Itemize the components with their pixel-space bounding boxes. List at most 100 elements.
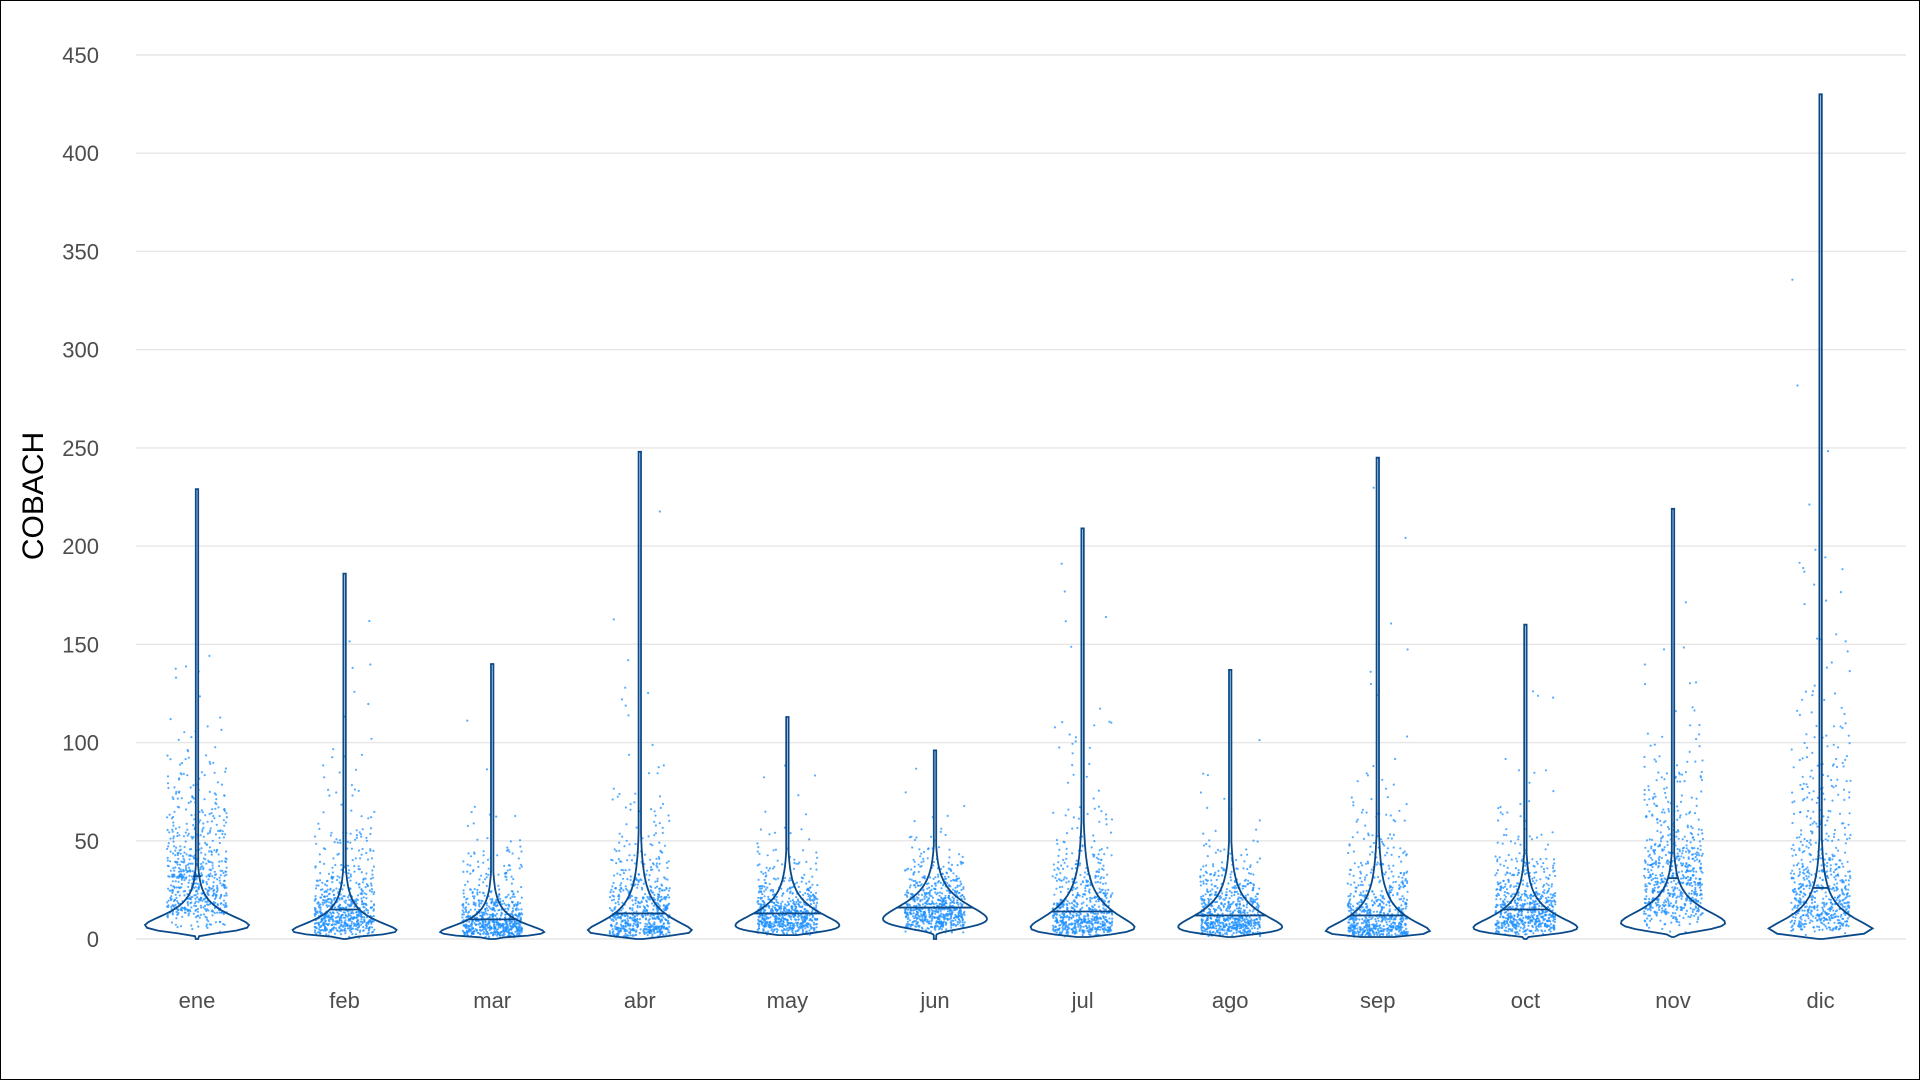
- data-point: [508, 864, 511, 867]
- data-point: [202, 826, 205, 829]
- data-point: [1053, 868, 1056, 871]
- data-point: [183, 859, 186, 862]
- data-point: [1109, 928, 1112, 931]
- data-point: [465, 916, 468, 919]
- data-point: [759, 896, 762, 900]
- data-point: [319, 912, 322, 915]
- data-point: [1061, 919, 1064, 922]
- data-point: [651, 928, 655, 931]
- data-point: [642, 929, 645, 933]
- y-tick-label: 50: [75, 829, 99, 854]
- data-point: [510, 912, 513, 915]
- data-point: [668, 887, 671, 890]
- data-point: [1075, 905, 1078, 908]
- data-point: [319, 908, 322, 911]
- data-point: [326, 915, 329, 918]
- data-point: [765, 925, 768, 928]
- data-point: [959, 902, 962, 905]
- data-point: [762, 918, 766, 922]
- data-point: [1094, 919, 1097, 922]
- data-point: [667, 889, 671, 892]
- data-point: [190, 875, 193, 878]
- data-point: [928, 876, 932, 879]
- data-point: [326, 879, 329, 883]
- data-point: [613, 925, 616, 928]
- data-point: [911, 846, 914, 849]
- data-point: [649, 868, 653, 872]
- data-point: [632, 922, 636, 925]
- data-point: [490, 931, 493, 934]
- data-point: [914, 886, 917, 889]
- data-point: [627, 659, 630, 662]
- data-point: [794, 921, 798, 924]
- data-point: [904, 911, 907, 914]
- data-point: [952, 878, 955, 882]
- data-point: [608, 931, 612, 934]
- data-point: [214, 746, 217, 749]
- data-point: [187, 910, 190, 913]
- data-point: [496, 904, 499, 907]
- data-point: [323, 862, 326, 866]
- data-point: [777, 877, 780, 880]
- data-point: [354, 768, 358, 771]
- data-point: [485, 884, 488, 888]
- data-point: [784, 918, 787, 921]
- data-point: [1252, 839, 1255, 842]
- data-point: [352, 922, 356, 925]
- data-point: [615, 850, 618, 853]
- data-point: [1081, 906, 1084, 909]
- data-point: [222, 871, 225, 875]
- data-point: [315, 884, 318, 887]
- data-point: [913, 904, 916, 908]
- data-point: [952, 897, 956, 900]
- data-point: [325, 904, 328, 907]
- data-point: [638, 905, 642, 909]
- data-point: [1094, 921, 1097, 925]
- data-point: [796, 898, 800, 901]
- data-point: [1089, 900, 1092, 903]
- data-point: [361, 847, 364, 851]
- data-point: [647, 878, 651, 882]
- data-point: [472, 930, 475, 934]
- data-point: [963, 913, 966, 916]
- data-point: [475, 916, 478, 919]
- data-point: [765, 915, 768, 918]
- data-point: [476, 838, 479, 841]
- data-point: [780, 918, 783, 921]
- data-point: [1078, 864, 1081, 867]
- data-point: [223, 906, 226, 909]
- data-point: [764, 909, 767, 912]
- data-point: [1109, 922, 1112, 925]
- data-point: [808, 880, 811, 883]
- data-point: [365, 893, 368, 896]
- data-point: [211, 867, 214, 870]
- data-point: [359, 857, 362, 860]
- data-point: [1085, 880, 1088, 883]
- data-point: [326, 888, 329, 891]
- data-point: [331, 918, 334, 922]
- data-point: [511, 924, 514, 927]
- data-point: [357, 868, 360, 871]
- data-point: [1246, 853, 1249, 856]
- data-point: [340, 868, 343, 871]
- data-point: [192, 912, 195, 915]
- data-point: [372, 903, 375, 906]
- data-point: [639, 921, 642, 925]
- data-point: [653, 893, 656, 897]
- data-point: [363, 892, 366, 895]
- data-point: [1199, 884, 1202, 887]
- data-point: [355, 829, 358, 832]
- data-point: [183, 845, 186, 849]
- data-point: [664, 896, 667, 899]
- data-point: [815, 904, 818, 907]
- data-point: [166, 782, 170, 785]
- data-point: [313, 929, 317, 932]
- data-point: [654, 824, 658, 827]
- data-point: [942, 913, 946, 917]
- data-point: [786, 919, 790, 922]
- data-point: [518, 926, 521, 929]
- data-point: [652, 863, 655, 866]
- data-point: [628, 753, 631, 756]
- data-point: [330, 930, 333, 933]
- data-point: [326, 898, 330, 901]
